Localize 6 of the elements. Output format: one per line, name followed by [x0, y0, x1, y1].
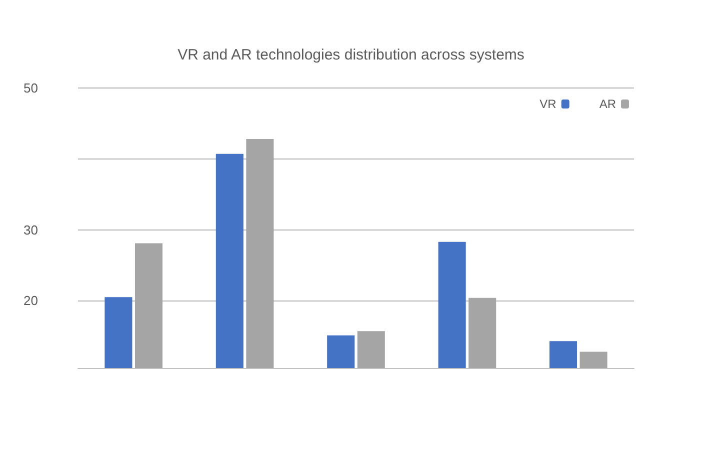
chart-title: VR and AR technologies distribution across systems — [178, 46, 524, 64]
y-tick-label: 20 — [24, 293, 38, 308]
y-tick-label: 50 — [24, 80, 38, 96]
legend-label: VR — [540, 97, 557, 111]
y-tick-label: 30 — [24, 222, 38, 238]
legend-label: AR — [599, 97, 616, 111]
